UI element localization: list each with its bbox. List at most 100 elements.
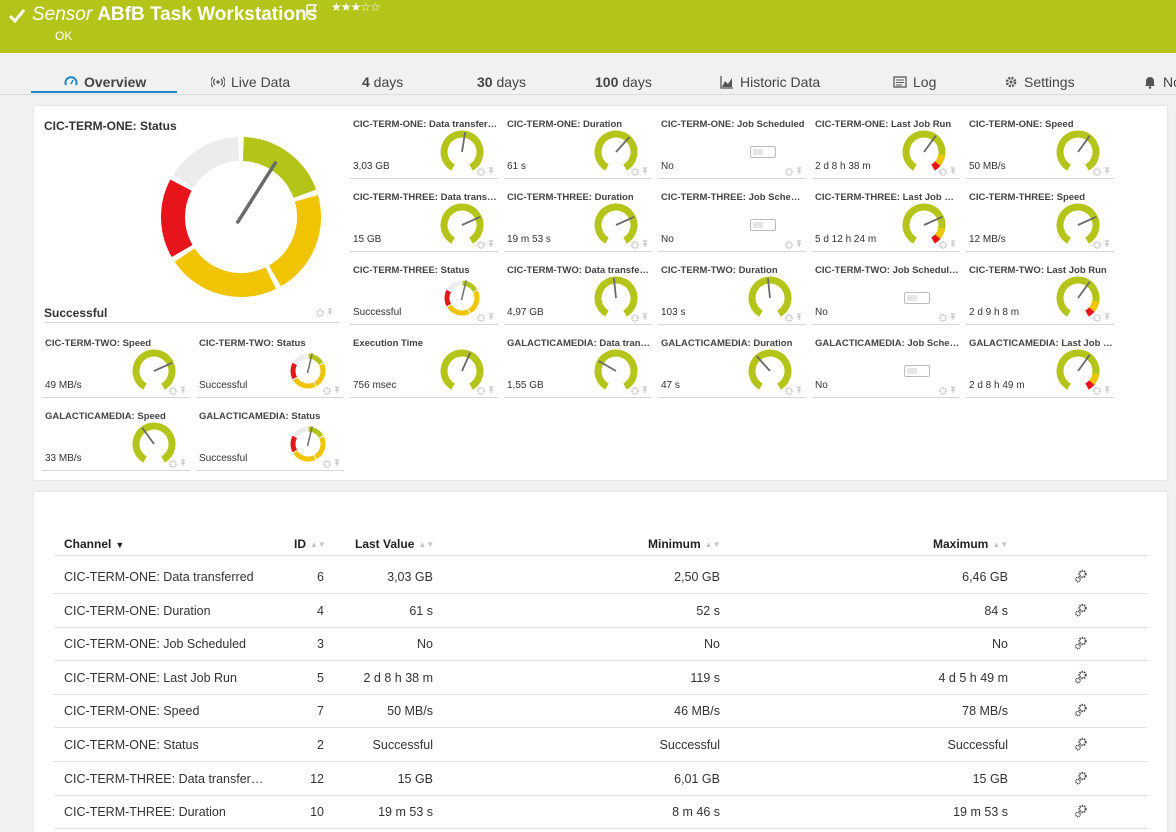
gauge-tile[interactable]: CIC-TERM-TWO: Speed 49 MB/s xyxy=(42,335,190,401)
tab-settings[interactable]: Settings xyxy=(1004,74,1075,90)
gauge-tile[interactable]: CIC-TERM-THREE: Speed 12 MB/s xyxy=(966,189,1114,255)
gauge-tile[interactable]: CIC-TERM-THREE: Job Scheduled No xyxy=(658,189,806,255)
gauge-tile[interactable]: CIC-TERM-ONE: Job Scheduled No xyxy=(658,116,806,182)
tile-actions[interactable] xyxy=(477,386,495,396)
tab-historic-data[interactable]: Historic Data xyxy=(720,74,820,90)
gauge-tile[interactable]: CIC-TERM-THREE: Duration 19 m 53 s xyxy=(504,189,652,255)
big-status-gauge[interactable]: CIC-TERM-ONE: Status Successful xyxy=(44,116,340,324)
gauge-tile[interactable]: CIC-TERM-THREE: Status Successful xyxy=(350,262,498,328)
gauge-title: CIC-TERM-THREE: Duration xyxy=(507,192,634,203)
tab-notifications[interactable]: No xyxy=(1143,74,1176,90)
tile-actions[interactable] xyxy=(1093,167,1111,177)
gauge-tile[interactable]: GALACTICAMEDIA: Last Job Run 2 d 8 h 49 m xyxy=(966,335,1114,401)
tile-actions[interactable] xyxy=(785,386,803,396)
tile-divider xyxy=(812,324,960,325)
tile-actions[interactable] xyxy=(316,308,334,318)
gauge-tile[interactable]: CIC-TERM-ONE: Speed 50 MB/s xyxy=(966,116,1114,182)
gauge-value: No xyxy=(661,234,674,245)
gauge-tile[interactable]: Execution Time 756 msec xyxy=(350,335,498,401)
tile-actions[interactable] xyxy=(169,459,187,469)
gauge-tile[interactable]: CIC-TERM-ONE: Last Job Run 2 d 8 h 38 m xyxy=(812,116,960,182)
table-row[interactable]: CIC-TERM-ONE: Data transferred 6 3,03 GB 2,… xyxy=(34,560,1167,594)
tile-actions[interactable] xyxy=(939,313,957,323)
tile-actions[interactable] xyxy=(631,313,649,323)
tab-100-days[interactable]: 100 days xyxy=(595,74,652,90)
column-header-id[interactable]: ID ▲▼ xyxy=(294,537,326,551)
gauge-tile[interactable]: GALACTICAMEDIA: Speed 33 MB/s xyxy=(42,408,190,474)
row-divider xyxy=(54,660,1147,662)
table-row[interactable]: CIC-TERM-THREE: Data transferred 12 15 GB 6… xyxy=(34,762,1167,796)
gauge-tile[interactable]: GALACTICAMEDIA: Data transferred 1,55 GB xyxy=(504,335,652,401)
tile-actions[interactable] xyxy=(631,167,649,177)
tile-actions[interactable] xyxy=(1093,386,1111,396)
gauge-title: GALACTICAMEDIA: Last Job Run xyxy=(969,338,1114,349)
row-divider xyxy=(54,626,1147,628)
channel-settings-icon[interactable] xyxy=(1074,737,1088,751)
channel-settings-icon[interactable] xyxy=(1074,771,1088,785)
gauge-tile[interactable]: CIC-TERM-ONE: Data transferred 3,03 GB xyxy=(350,116,498,182)
tile-divider xyxy=(504,251,652,252)
table-row[interactable]: CIC-TERM-ONE: Status 2 Successful Successfu… xyxy=(34,728,1167,762)
table-row[interactable]: CIC-TERM-ONE: Speed 7 50 MB/s 46 MB/s 78 MB/… xyxy=(34,694,1167,729)
gauge-tile[interactable]: CIC-TERM-TWO: Job Scheduled No xyxy=(812,262,960,328)
tile-actions[interactable] xyxy=(785,167,803,177)
tile-actions[interactable] xyxy=(939,240,957,250)
channel-settings-icon[interactable] xyxy=(1074,569,1088,583)
tile-actions[interactable] xyxy=(323,386,341,396)
gauge-title: GALACTICAMEDIA: Job Scheduled xyxy=(815,338,960,349)
column-label: ID xyxy=(294,537,306,551)
gauge-tile[interactable]: CIC-TERM-THREE: Last Job Run 5 d 12 h 24 … xyxy=(812,189,960,255)
gauge-tile[interactable]: CIC-TERM-TWO: Last Job Run 2 d 9 h 8 m xyxy=(966,262,1114,328)
tab-4-days[interactable]: 4 days xyxy=(362,74,403,90)
channel-settings-icon[interactable] xyxy=(1074,804,1088,818)
column-header-maximum[interactable]: Maximum ▲▼ xyxy=(933,537,1008,551)
gauge-tile[interactable]: CIC-TERM-THREE: Data transferred 15 GB xyxy=(350,189,498,255)
tab-log[interactable]: Log xyxy=(893,74,936,90)
channel-name: CIC-TERM-ONE: Status xyxy=(64,738,199,752)
tile-actions[interactable] xyxy=(323,459,341,469)
tile-actions[interactable] xyxy=(785,240,803,250)
gauge-dial xyxy=(748,276,792,317)
tile-divider xyxy=(196,397,344,398)
tile-actions[interactable] xyxy=(939,386,957,396)
gauge-needle xyxy=(236,161,278,224)
channel-settings-icon[interactable] xyxy=(1074,636,1088,650)
column-header-last-value[interactable]: Last Value ▲▼ xyxy=(355,537,434,551)
table-row[interactable]: CIC-TERM-ONE: Duration 4 61 s 52 s 84 s xyxy=(34,594,1167,628)
tab-overview[interactable]: Overview xyxy=(64,74,146,90)
channel-settings-icon[interactable] xyxy=(1074,670,1088,684)
gauge-tile[interactable]: GALACTICAMEDIA: Duration 47 s xyxy=(658,335,806,401)
tab-30-days[interactable]: 30 days xyxy=(477,74,526,90)
priority-stars[interactable]: ★★★☆☆ xyxy=(331,0,381,14)
table-row[interactable]: CIC-TERM-THREE: Duration 10 19 m 53 s 8 m 4… xyxy=(34,795,1167,830)
gauge-tile[interactable]: CIC-TERM-ONE: Duration 61 s xyxy=(504,116,652,182)
gauge-title: CIC-TERM-ONE: Last Job Run xyxy=(815,119,952,130)
table-row[interactable]: CIC-TERM-ONE: Last Job Run 5 2 d 8 h 38 m 1… xyxy=(34,661,1167,695)
gauge-tile[interactable]: CIC-TERM-TWO: Duration 103 s xyxy=(658,262,806,328)
row-divider xyxy=(54,794,1147,796)
gauge-tile[interactable]: CIC-TERM-TWO: Status Successful xyxy=(196,335,344,401)
gauge-tile[interactable]: GALACTICAMEDIA: Job Scheduled No xyxy=(812,335,960,401)
column-header-channel[interactable]: Channel ▼ xyxy=(64,537,124,551)
status-gauge-icon xyxy=(290,426,326,462)
gauge-tile[interactable]: GALACTICAMEDIA: Status Successful xyxy=(196,408,344,474)
tab-live-data[interactable]: Live Data xyxy=(211,74,290,90)
tile-actions[interactable] xyxy=(631,386,649,396)
channel-settings-icon[interactable] xyxy=(1074,703,1088,717)
tile-actions[interactable] xyxy=(631,240,649,250)
flag-icon[interactable] xyxy=(306,4,318,18)
table-row[interactable]: CIC-TERM-ONE: Job Scheduled 3 No No No xyxy=(34,627,1167,662)
tile-actions[interactable] xyxy=(477,313,495,323)
tile-actions[interactable] xyxy=(169,386,187,396)
tile-actions[interactable] xyxy=(939,167,957,177)
channel-settings-icon[interactable] xyxy=(1074,603,1088,617)
gauge-dial xyxy=(440,203,484,244)
channel-name: CIC-TERM-ONE: Speed xyxy=(64,704,200,719)
tile-actions[interactable] xyxy=(1093,240,1111,250)
tile-actions[interactable] xyxy=(1093,313,1111,323)
tile-actions[interactable] xyxy=(785,313,803,323)
tile-actions[interactable] xyxy=(477,240,495,250)
column-header-minimum[interactable]: Minimum ▲▼ xyxy=(648,537,721,551)
gauge-tile[interactable]: CIC-TERM-TWO: Data transferred 4,97 GB xyxy=(504,262,652,328)
tile-actions[interactable] xyxy=(477,167,495,177)
